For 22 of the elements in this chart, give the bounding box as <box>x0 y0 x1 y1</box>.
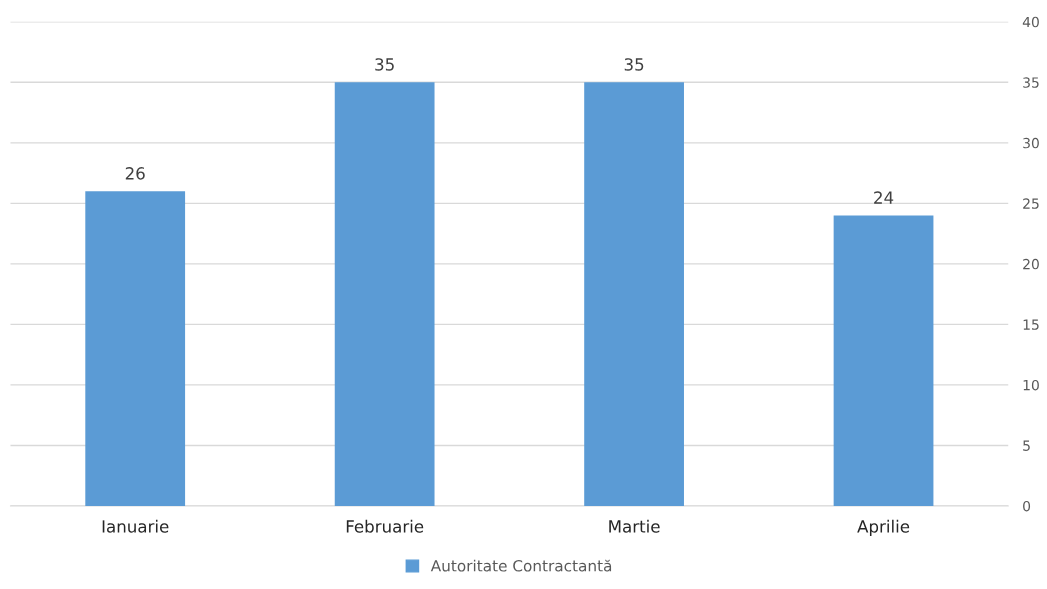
bar <box>334 82 435 506</box>
x-tick-label: Aprilie <box>857 519 910 536</box>
data-label: 35 <box>624 58 644 71</box>
bar <box>85 191 186 506</box>
x-tick-label: Ianuarie <box>102 519 169 533</box>
data-label: 26 <box>125 167 145 180</box>
y-tick-label: 25 <box>1023 198 1039 209</box>
y-tick-label: 35 <box>1023 77 1039 88</box>
y-tick-label: 10 <box>1023 379 1039 391</box>
data-label: 24 <box>874 191 894 204</box>
y-tick-label: 20 <box>1023 258 1039 270</box>
data-label: 35 <box>375 58 394 71</box>
bar <box>584 82 684 506</box>
y-tick-label: 15 <box>1023 319 1039 330</box>
x-tick-label: Martie <box>609 519 660 533</box>
legend-label: Autoritate Contractantă <box>430 559 612 572</box>
y-tick-label: 0 <box>1023 500 1031 512</box>
y-tick-label: 30 <box>1023 137 1039 149</box>
y-tick-label: 40 <box>1022 16 1039 28</box>
y-tick-label: 5 <box>1023 440 1030 451</box>
bar <box>833 215 934 506</box>
x-tick-label: Februarie <box>346 519 424 533</box>
